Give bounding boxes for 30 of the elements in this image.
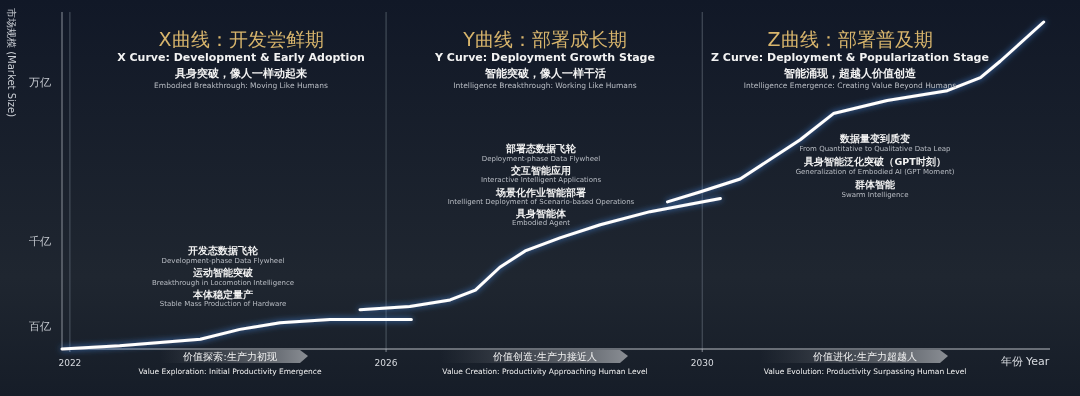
annotation: 运动智能突破 bbox=[192, 267, 254, 278]
x-tick-label: 2030 bbox=[690, 358, 714, 368]
annotation: Y Curve: Deployment Growth Stage bbox=[434, 51, 655, 64]
annotation: 智能突破，像人一样干活 bbox=[483, 67, 606, 80]
text: 万亿 bbox=[29, 76, 51, 89]
annotation: 具身智能体 bbox=[515, 208, 567, 219]
text: 千亿 bbox=[29, 235, 51, 248]
text: 价值进化:生产力超越人 bbox=[812, 351, 917, 362]
annotation: 具身智能泛化突破（GPT时刻） bbox=[803, 156, 946, 167]
text: 价值创造:生产力接近人 bbox=[492, 351, 597, 362]
annotation: 具身突破，像人一样动起来 bbox=[174, 67, 307, 80]
annotation: X Curve: Development & Early Adoption bbox=[117, 51, 365, 64]
annotation: 交互智能应用 bbox=[510, 165, 571, 176]
annotation: 场景化作业智能部署 bbox=[495, 187, 586, 198]
y-axis-title: 市场规模 (Market Size) bbox=[6, 8, 17, 118]
x-tick-label: 2022 bbox=[58, 358, 82, 368]
annotation: 群体智能 bbox=[854, 179, 895, 190]
annotation: X曲线：开发尝鲜期 bbox=[158, 28, 324, 50]
annotation: Z曲线：部署普及期 bbox=[767, 28, 933, 50]
annotation: 数据量变到质变 bbox=[839, 133, 910, 144]
x-axis-title: 年份 Year bbox=[1000, 355, 1050, 368]
annotation: Z Curve: Deployment & Popularization Stage bbox=[711, 51, 989, 64]
annotation: 本体稳定量产 bbox=[192, 289, 253, 300]
text: 价值探索:生产力初现 bbox=[182, 351, 277, 362]
annotation: 部署态数据飞轮 bbox=[505, 143, 577, 154]
x-tick-label: 2026 bbox=[374, 358, 398, 368]
annotation: 开发态数据飞轮 bbox=[187, 245, 259, 256]
annotation: Y曲线：部署成长期 bbox=[462, 28, 627, 50]
annotation: 智能涌现，超越人价值创造 bbox=[783, 67, 917, 80]
text: 百亿 bbox=[29, 320, 51, 333]
